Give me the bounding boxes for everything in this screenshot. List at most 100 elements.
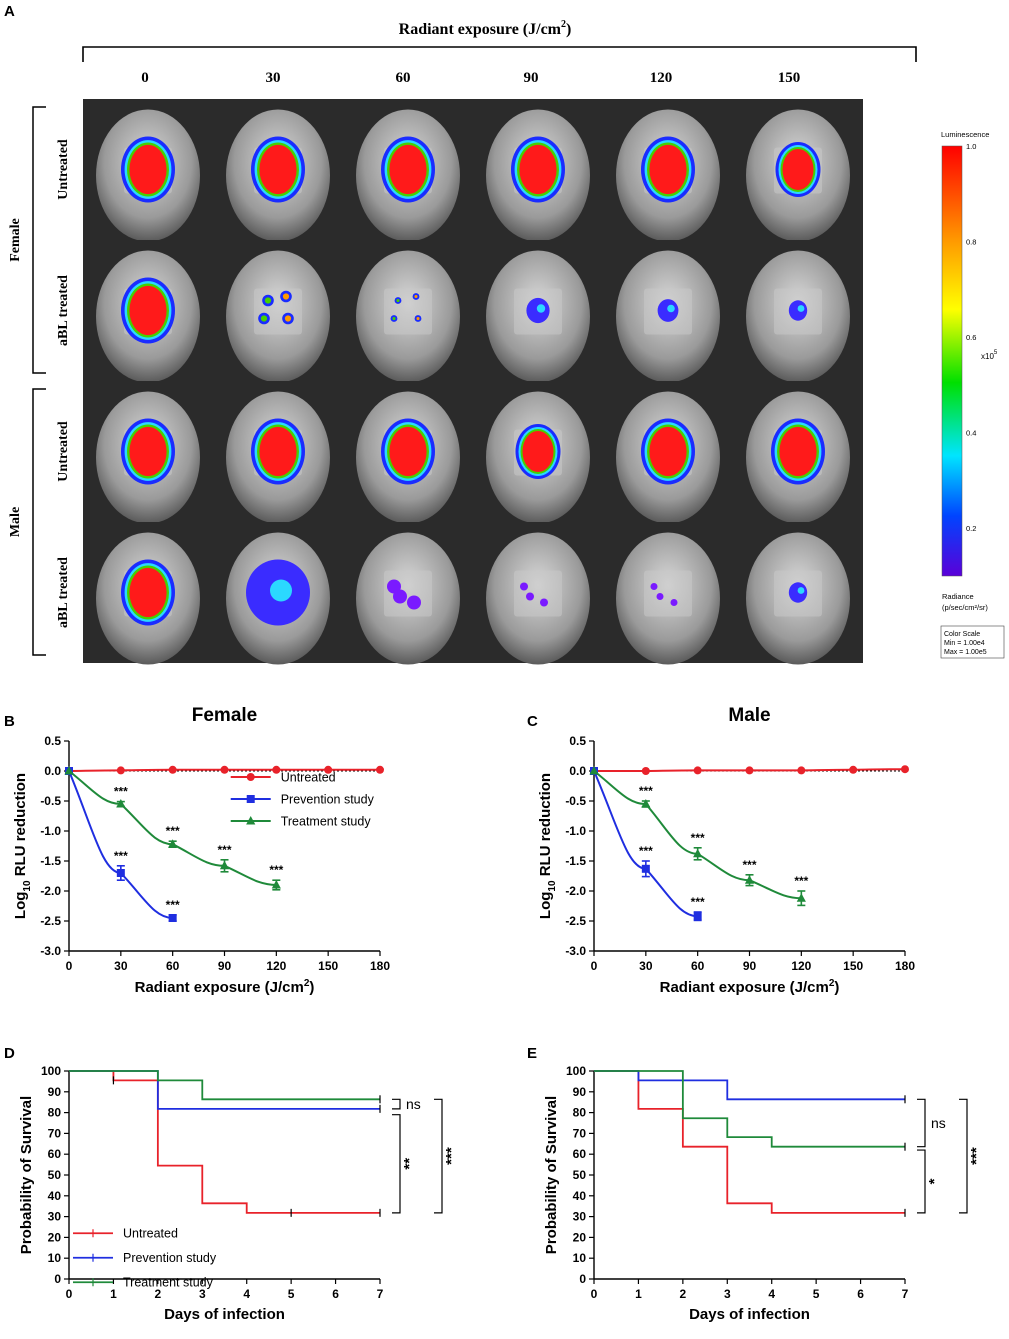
x-tick-label: 7 [377, 1287, 384, 1301]
data-point [796, 893, 806, 902]
x-axis-label-sup: 2 [829, 978, 835, 989]
legend-item-untreated: Untreated [230, 771, 336, 785]
y-tick-label: 10 [48, 1251, 62, 1265]
signal-red [522, 431, 554, 472]
data-point [220, 765, 229, 774]
colorbar-unit-line1: Radiance [942, 592, 974, 601]
survival-curve-prevention-study [69, 1070, 381, 1113]
x-axis-label: Radiant exposure (J/cm2) [660, 978, 840, 996]
y-tick-label: 0.5 [44, 734, 61, 748]
colorbar-tick-0.6: 0.6 [966, 333, 976, 342]
signal-red [649, 426, 687, 477]
significance-label: *** [114, 785, 128, 799]
data-point [745, 766, 754, 775]
mouse-image-r4-c4 [473, 522, 603, 665]
signal-spot [656, 593, 664, 600]
group-label-male: Male [8, 507, 23, 537]
legend-item-treatment-study: Treatment study [230, 815, 371, 829]
mouse-image-r2-c1 [83, 240, 213, 383]
y-axis-label-sub: 10 [547, 880, 558, 892]
bracket-label: *** [443, 1147, 460, 1165]
signal-red [782, 149, 814, 190]
data-point [797, 766, 806, 775]
bracket-label: *** [968, 1147, 985, 1165]
x-tick-label: 6 [857, 1287, 864, 1301]
x-tick-label: 150 [843, 959, 863, 973]
y-tick-label: 60 [48, 1147, 62, 1161]
x-tick-label: 1 [635, 1287, 642, 1301]
y-tick-label: -3.0 [40, 944, 61, 958]
colorbar-tick-0.8: 0.8 [966, 238, 976, 247]
mouse-image-r3-c4 [473, 381, 603, 524]
column-header-150: 150 [778, 70, 801, 86]
mouse-image-r4-c6 [733, 522, 863, 665]
y-tick-label: -2.5 [565, 914, 586, 928]
y-axis-label: Log10 RLU reduction [537, 773, 558, 919]
y-tick-label: 20 [573, 1230, 587, 1244]
signal-red [389, 426, 427, 477]
x-tick-label: 5 [288, 1287, 295, 1301]
colorbar-tick-0.2: 0.2 [966, 524, 976, 533]
survival-line [594, 1070, 905, 1101]
bracket-label: ** [401, 1158, 418, 1170]
mouse-image-r4-c2 [213, 522, 343, 665]
survival-line [594, 1070, 905, 1214]
panel-c-label: C [527, 713, 538, 730]
survival-line [69, 1070, 380, 1110]
y-tick-label: 70 [48, 1126, 62, 1140]
legend-label: Treatment study [123, 1276, 214, 1290]
data-point [324, 765, 333, 774]
colorbar-tick-0.4: 0.4 [966, 429, 976, 438]
x-tick-label: 150 [318, 959, 338, 973]
mouse-image-r3-c3 [343, 381, 473, 524]
y-tick-label: -3.0 [565, 944, 586, 958]
mouse-image-r1-c6 [733, 99, 863, 242]
signal-spot-core [282, 293, 290, 300]
data-point [641, 864, 650, 873]
mouse-image-r2-c5 [603, 240, 733, 383]
survival-curve-untreated [594, 1070, 906, 1217]
row-label-untreated: Untreated [56, 139, 71, 200]
group-bracket-male [32, 388, 46, 656]
x-axis-label: Days of infection [164, 1306, 285, 1323]
signal-red [129, 426, 167, 477]
panel-labels: B C D E [4, 713, 538, 1062]
column-header-60: 60 [396, 70, 411, 86]
y-tick-label: -1.5 [565, 854, 586, 868]
y-tick-label: -1.0 [40, 824, 61, 838]
signal-spot-core [260, 315, 268, 322]
x-tick-label: 180 [370, 959, 390, 973]
y-tick-label: 20 [48, 1230, 62, 1244]
signal-cyan [797, 587, 805, 594]
data-point [246, 773, 255, 781]
y-tick-label: 0.0 [44, 764, 61, 778]
signal-cyan [797, 305, 805, 312]
signal-spot [540, 598, 548, 607]
signal-spot-core [264, 297, 272, 304]
x-tick-label: 5 [813, 1287, 820, 1301]
x-axis-label-sup: 2 [304, 978, 310, 989]
column-header-120: 120 [650, 70, 673, 86]
x-tick-label: 3 [724, 1287, 731, 1301]
y-axis-label-sub: 10 [22, 880, 33, 892]
mouse-image-r1-c3 [343, 99, 473, 242]
y-tick-label: 0.0 [569, 764, 586, 778]
y-axis-label: Log10 RLU reduction [12, 773, 33, 919]
mouse-image-r2-c2 [213, 240, 343, 383]
chart-title: Female [192, 705, 257, 726]
y-axis-label-post: RLU reduction [12, 773, 29, 881]
significance-label: *** [691, 895, 705, 909]
significance-bracket [392, 1098, 401, 1110]
bracket-label: * [926, 1178, 943, 1184]
signal-spot [520, 582, 528, 591]
significance-label: *** [794, 874, 808, 888]
x-tick-label: 2 [680, 1287, 687, 1301]
y-tick-label: 100 [41, 1064, 61, 1078]
x-tick-label: 90 [218, 959, 232, 973]
chart-e-survival-male: 0 10 20 30 40 50 60 70 80 90 100 0 1 2 3 4 5 6 7 Days of in… [543, 1064, 985, 1323]
x-tick-label: 60 [691, 959, 705, 973]
colorbar-gradient [941, 145, 963, 577]
signal-red [389, 144, 427, 195]
legend-label: Untreated [281, 771, 336, 785]
